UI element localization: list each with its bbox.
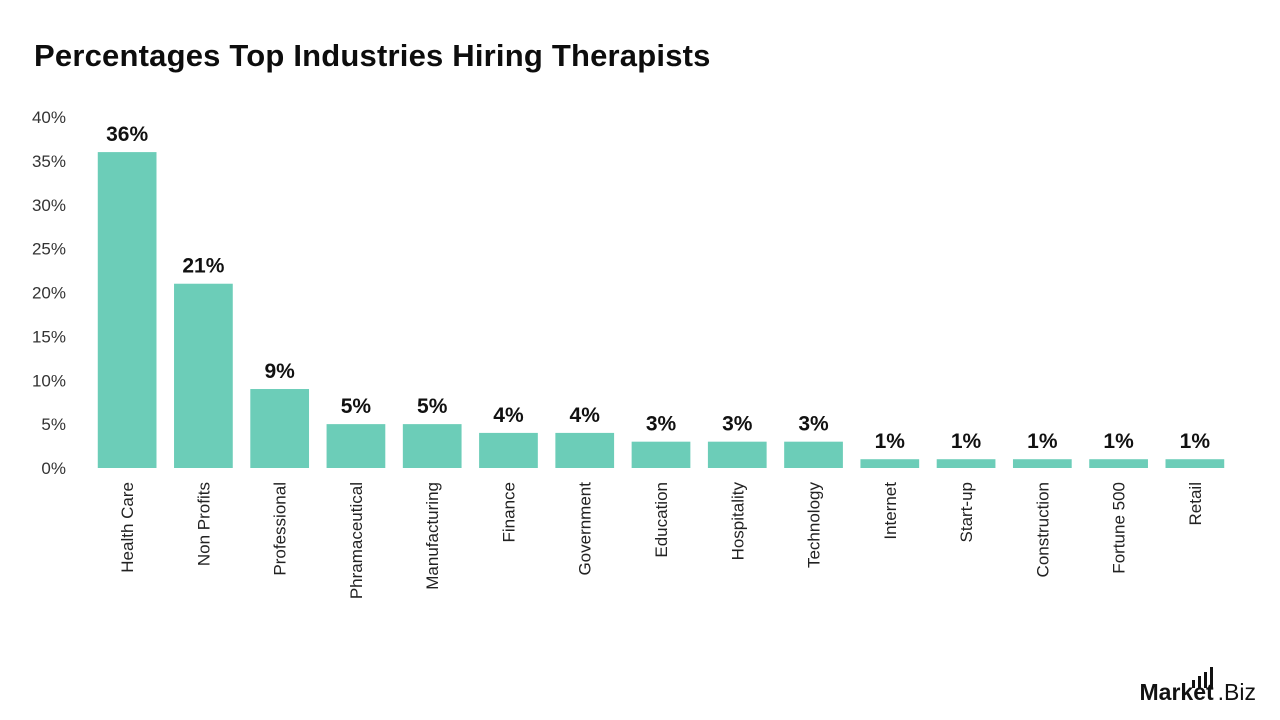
y-tick-label: 15% — [32, 327, 66, 346]
x-category-label: Professional — [271, 482, 290, 576]
x-category-label: Technology — [805, 482, 824, 569]
bar-value-label: 3% — [646, 413, 677, 436]
bar — [174, 283, 233, 468]
x-category-label: Finance — [499, 482, 518, 542]
x-category-label: Internet — [881, 482, 900, 540]
bar-value-label: 4% — [493, 404, 524, 427]
bars — [97, 152, 1225, 468]
brand-logo: Market .Biz — [1139, 666, 1256, 706]
bar-value-label: 1% — [1027, 430, 1058, 453]
bar-value-label: 21% — [182, 255, 224, 278]
bar-value-label: 1% — [1103, 430, 1134, 453]
bar-value-label: 1% — [951, 430, 982, 453]
x-category-label: Government — [576, 482, 595, 576]
bar — [402, 424, 462, 468]
brand-name-rest: .Biz — [1217, 679, 1256, 705]
data-labels: 36% 21% 9% 5% 5% 4% 4% 3% 3% 3% 1% 1% 1% 1% 1% — [106, 123, 1210, 453]
brand-name-bold: Market — [1139, 679, 1214, 705]
bar — [936, 459, 996, 468]
x-category-label: Construction — [1033, 482, 1052, 577]
bar-value-label: 5% — [417, 395, 448, 418]
y-tick-label: 20% — [32, 284, 66, 303]
bar-signal-icon — [1191, 667, 1213, 688]
bar — [250, 389, 310, 468]
y-tick-label: 5% — [41, 415, 66, 434]
bar — [860, 459, 920, 468]
bar — [784, 441, 843, 468]
x-axis-labels: Health Care Non Profits Professional Phrama… — [118, 482, 1205, 600]
x-category-label: Retail — [1186, 482, 1205, 525]
y-tick-label: 35% — [32, 152, 66, 171]
bar — [1012, 459, 1072, 468]
y-tick-label: 10% — [32, 371, 66, 390]
chart-title: Percentages Top Industries Hiring Therap… — [34, 38, 711, 73]
bar — [97, 152, 157, 468]
x-category-label: Fortune 500 — [1110, 482, 1129, 574]
bar-value-label: 5% — [341, 395, 372, 418]
y-axis: 0% 5% 10% 15% 20% 25% 30% 35% 40% — [32, 108, 66, 478]
y-tick-label: 25% — [32, 240, 66, 259]
bar-value-label: 3% — [722, 413, 753, 436]
y-tick-label: 30% — [32, 196, 66, 215]
bar-value-label: 4% — [570, 404, 601, 427]
bar-value-label: 1% — [875, 430, 906, 453]
x-category-label: Hospitality — [728, 482, 747, 561]
bar-value-label: 1% — [1180, 430, 1211, 453]
y-tick-label: 0% — [41, 459, 66, 478]
bar — [479, 432, 538, 468]
bar-value-label: 3% — [798, 413, 829, 436]
bar-value-label: 36% — [106, 123, 148, 146]
x-category-label: Education — [652, 482, 671, 558]
bar — [326, 424, 386, 468]
bar — [1089, 459, 1148, 468]
bar — [555, 432, 615, 468]
bar — [631, 441, 691, 468]
bar-value-label: 9% — [264, 360, 295, 383]
x-category-label: Health Care — [118, 482, 137, 573]
x-category-label: Start-up — [957, 482, 976, 542]
x-category-label: Phramaceutical — [347, 482, 366, 599]
x-category-label: Non Profits — [194, 482, 213, 566]
x-category-label: Manufacturing — [423, 482, 442, 590]
bar — [707, 441, 767, 468]
bar — [1165, 459, 1225, 468]
y-tick-label: 40% — [32, 108, 66, 127]
